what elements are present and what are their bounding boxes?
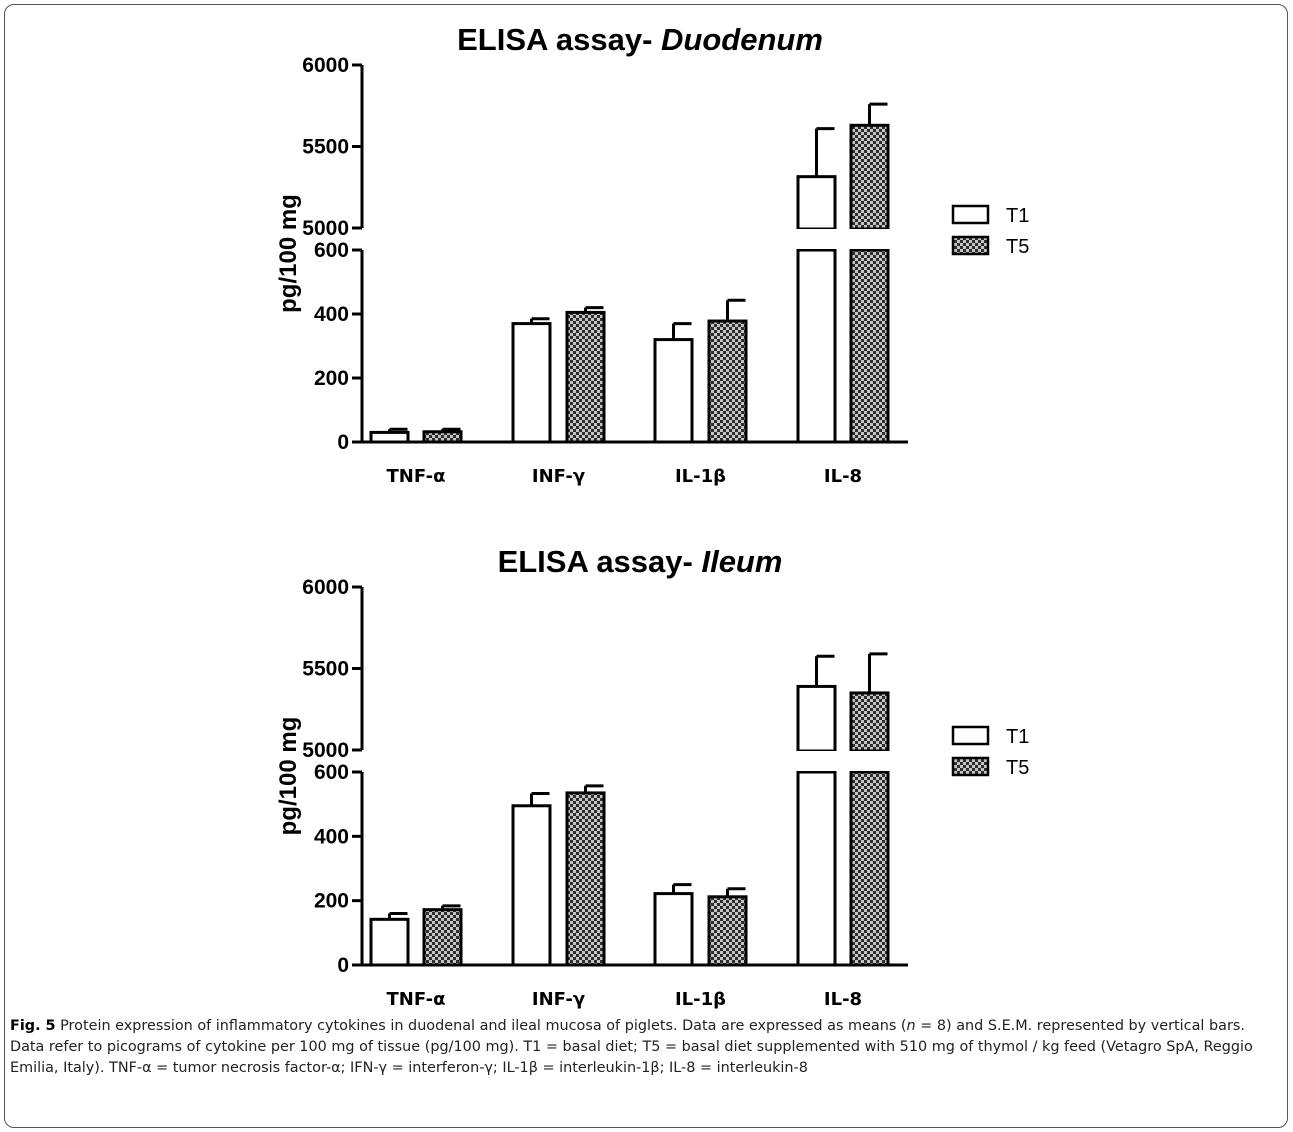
ileum-legend-swatch-T5: [951, 756, 990, 777]
duodenum-bar-T5-3-lower: [849, 248, 890, 444]
duodenum-category-label-1: INF-γ: [532, 466, 585, 487]
ileum-category-label-3: IL-8: [824, 989, 862, 1010]
ileum-category-label-0: TNF-α: [387, 989, 446, 1010]
duodenum-upper-tick-label-2: 6000: [302, 54, 349, 77]
duodenum-chart-title: ELISA assay- Duodenum: [457, 22, 823, 57]
duodenum-legend-swatch-T5: [951, 235, 990, 256]
duodenum-bar-T5-3-upper: [849, 123, 890, 231]
ileum-bar-T5-2: [707, 895, 748, 967]
duodenum-legend-label-T1: T1: [1006, 205, 1029, 227]
duodenum-lower-tick-label-1: 200: [314, 367, 349, 390]
duodenum-chart: ELISA assay- Duodenum pg/100 mg 5000 5500 60…: [275, 22, 1029, 487]
figure-frame: [4, 4, 1288, 1128]
duodenum-bar-T1-2: [653, 338, 694, 444]
caption-text-2: = 8) and S.E.M. represented by vertical …: [10, 1018, 1253, 1076]
ileum-lower-tick-label-3: 600: [314, 761, 349, 784]
ileum-bar-T1-3-lower: [796, 770, 837, 967]
ileum-legend-label-T1: T1: [1006, 726, 1029, 748]
ileum-chart-title: ELISA assay- Ileum: [498, 544, 783, 579]
ileum-upper-tick-label-1: 5500: [302, 658, 349, 681]
duodenum-bar-T5-1: [565, 310, 606, 444]
duodenum-bar-T5-0: [422, 430, 463, 444]
ileum-bar-T5-3-upper: [849, 691, 890, 753]
ileum-category-label-2: IL-1β: [675, 989, 726, 1010]
duodenum-category-label-3: IL-8: [824, 466, 862, 487]
ileum-bar-T5-1: [565, 791, 606, 967]
duodenum-legend-label-T5: T5: [1006, 236, 1029, 258]
duodenum-bar-T5-2: [707, 319, 748, 444]
ileum-title-main: ELISA assay-: [498, 544, 702, 579]
duodenum-lower-tick-label-0: 0: [337, 431, 349, 454]
duodenum-lower-tick-label-2: 400: [314, 303, 349, 326]
ileum-title-italic: Ileum: [701, 544, 782, 579]
duodenum-title-main: ELISA assay-: [457, 22, 661, 57]
ileum-break-gap-T5-3: [848, 751, 891, 771]
ileum-bar-T1-1: [511, 804, 552, 967]
ileum-bar-T1-0: [369, 917, 410, 967]
duodenum-category-label-2: IL-1β: [675, 466, 726, 487]
duodenum-category-label-0: TNF-α: [387, 466, 446, 487]
duodenum-title-italic: Duodenum: [661, 22, 823, 57]
ileum-bar-T1-3-upper: [796, 684, 837, 753]
duodenum-upper-tick-label-1: 5500: [302, 136, 349, 159]
caption-n: n: [906, 1018, 916, 1034]
duodenum-break-gap-T5-3: [848, 229, 891, 249]
caption-figure-number: Fig. 5: [10, 1018, 56, 1034]
duodenum-legend-swatch-T1: [951, 204, 990, 225]
duodenum-break-gap-T1-3: [795, 229, 838, 249]
duodenum-lower-tick-label-3: 600: [314, 239, 349, 262]
ileum-category-label-1: INF-γ: [532, 989, 585, 1010]
duodenum-upper-tick-label-0: 5000: [302, 217, 349, 240]
figure-caption: Fig. 5 Protein expression of inflammator…: [10, 1016, 1282, 1079]
caption-text-1: Protein expression of inflammatory cytok…: [55, 1018, 907, 1034]
duodenum-y-axis-label: pg/100 mg: [275, 194, 302, 313]
ileum-bar-T5-3-lower: [849, 770, 890, 967]
duodenum-bar-T1-1: [511, 322, 552, 444]
ileum-lower-tick-label-2: 400: [314, 825, 349, 848]
duodenum-bar-T1-3-lower: [796, 248, 837, 444]
ileum-upper-tick-label-0: 5000: [302, 739, 349, 762]
ileum-bar-T1-2: [653, 892, 694, 967]
ileum-legend-label-T5: T5: [1006, 757, 1029, 779]
ileum-y-axis-label: pg/100 mg: [275, 717, 302, 836]
ileum-bar-T5-0: [422, 908, 463, 967]
ileum-upper-tick-label-2: 6000: [302, 576, 349, 599]
duodenum-bar-T1-3-upper: [796, 175, 837, 231]
duodenum-bar-T1-0: [369, 430, 410, 444]
ileum-break-gap-T1-3: [795, 751, 838, 771]
ileum-lower-tick-label-1: 200: [314, 890, 349, 913]
ileum-chart: ELISA assay- Ileum pg/100 mg 5000 5500 6000 0…: [275, 544, 1029, 1010]
ileum-legend-swatch-T1: [951, 725, 990, 746]
ileum-lower-tick-label-0: 0: [337, 954, 349, 977]
